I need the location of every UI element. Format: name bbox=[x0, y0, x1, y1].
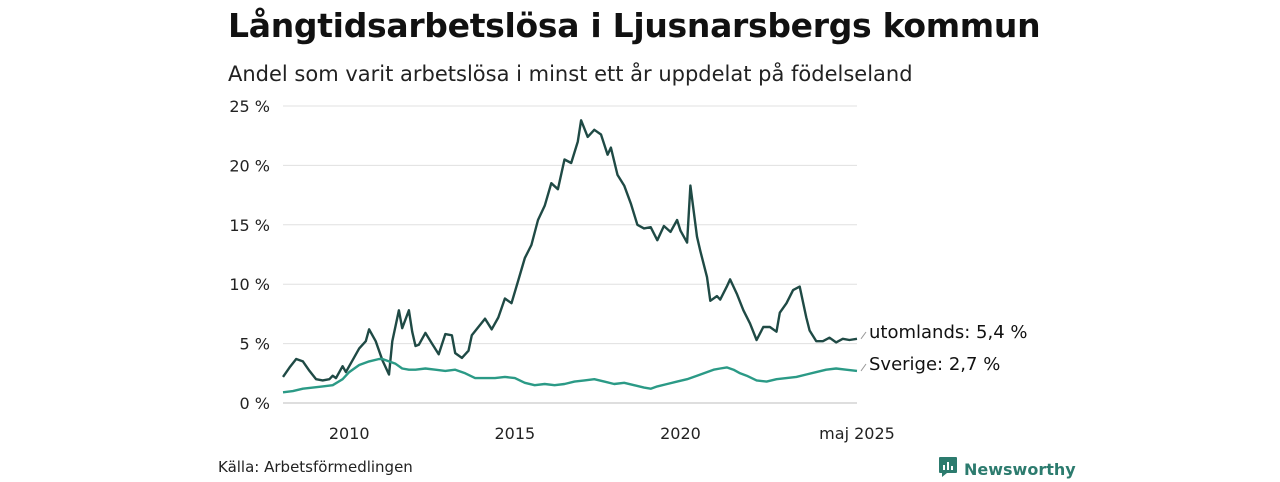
chart-subtitle: Andel som varit arbetslösa i minst ett å… bbox=[228, 62, 913, 86]
y-tick-label: 15 % bbox=[229, 216, 270, 235]
x-axis-labels: 2010 2015 2020 maj 2025 bbox=[329, 424, 895, 443]
x-tick-label: 2020 bbox=[660, 424, 701, 443]
y-axis-labels: 0 % 5 % 10 % 15 % 20 % 25 % bbox=[229, 97, 270, 413]
y-tick-label: 25 % bbox=[229, 97, 270, 116]
y-tick-label: 0 % bbox=[240, 394, 270, 413]
end-label-connector bbox=[860, 331, 867, 340]
series-line-sverige bbox=[282, 357, 858, 394]
series-line-utomlands bbox=[282, 119, 858, 382]
x-tick-label: 2015 bbox=[494, 424, 535, 443]
y-tick-label: 5 % bbox=[240, 335, 270, 354]
x-tick-label: maj 2025 bbox=[819, 424, 895, 443]
source-note: Källa: Arbetsförmedlingen bbox=[218, 458, 413, 476]
y-tick-label: 20 % bbox=[229, 156, 270, 175]
newsworthy-logo-icon bbox=[938, 456, 958, 482]
y-tick-label: 10 % bbox=[229, 275, 270, 294]
brand: Newsworthy bbox=[938, 456, 1076, 482]
end-label-connector bbox=[860, 363, 867, 372]
gridlines bbox=[283, 105, 857, 404]
chart-title: Långtidsarbetslösa i Ljusnarsbergs kommu… bbox=[228, 6, 1041, 45]
series-end-label: utomlands: 5,4 % bbox=[869, 322, 1028, 343]
x-tick-label: 2010 bbox=[329, 424, 370, 443]
series-end-label: Sverige: 2,7 % bbox=[869, 354, 1000, 375]
series-end-labels: utomlands: 5,4 % Sverige: 2,7 % bbox=[860, 322, 1028, 375]
series-lines bbox=[282, 119, 858, 394]
brand-name: Newsworthy bbox=[964, 459, 1076, 479]
